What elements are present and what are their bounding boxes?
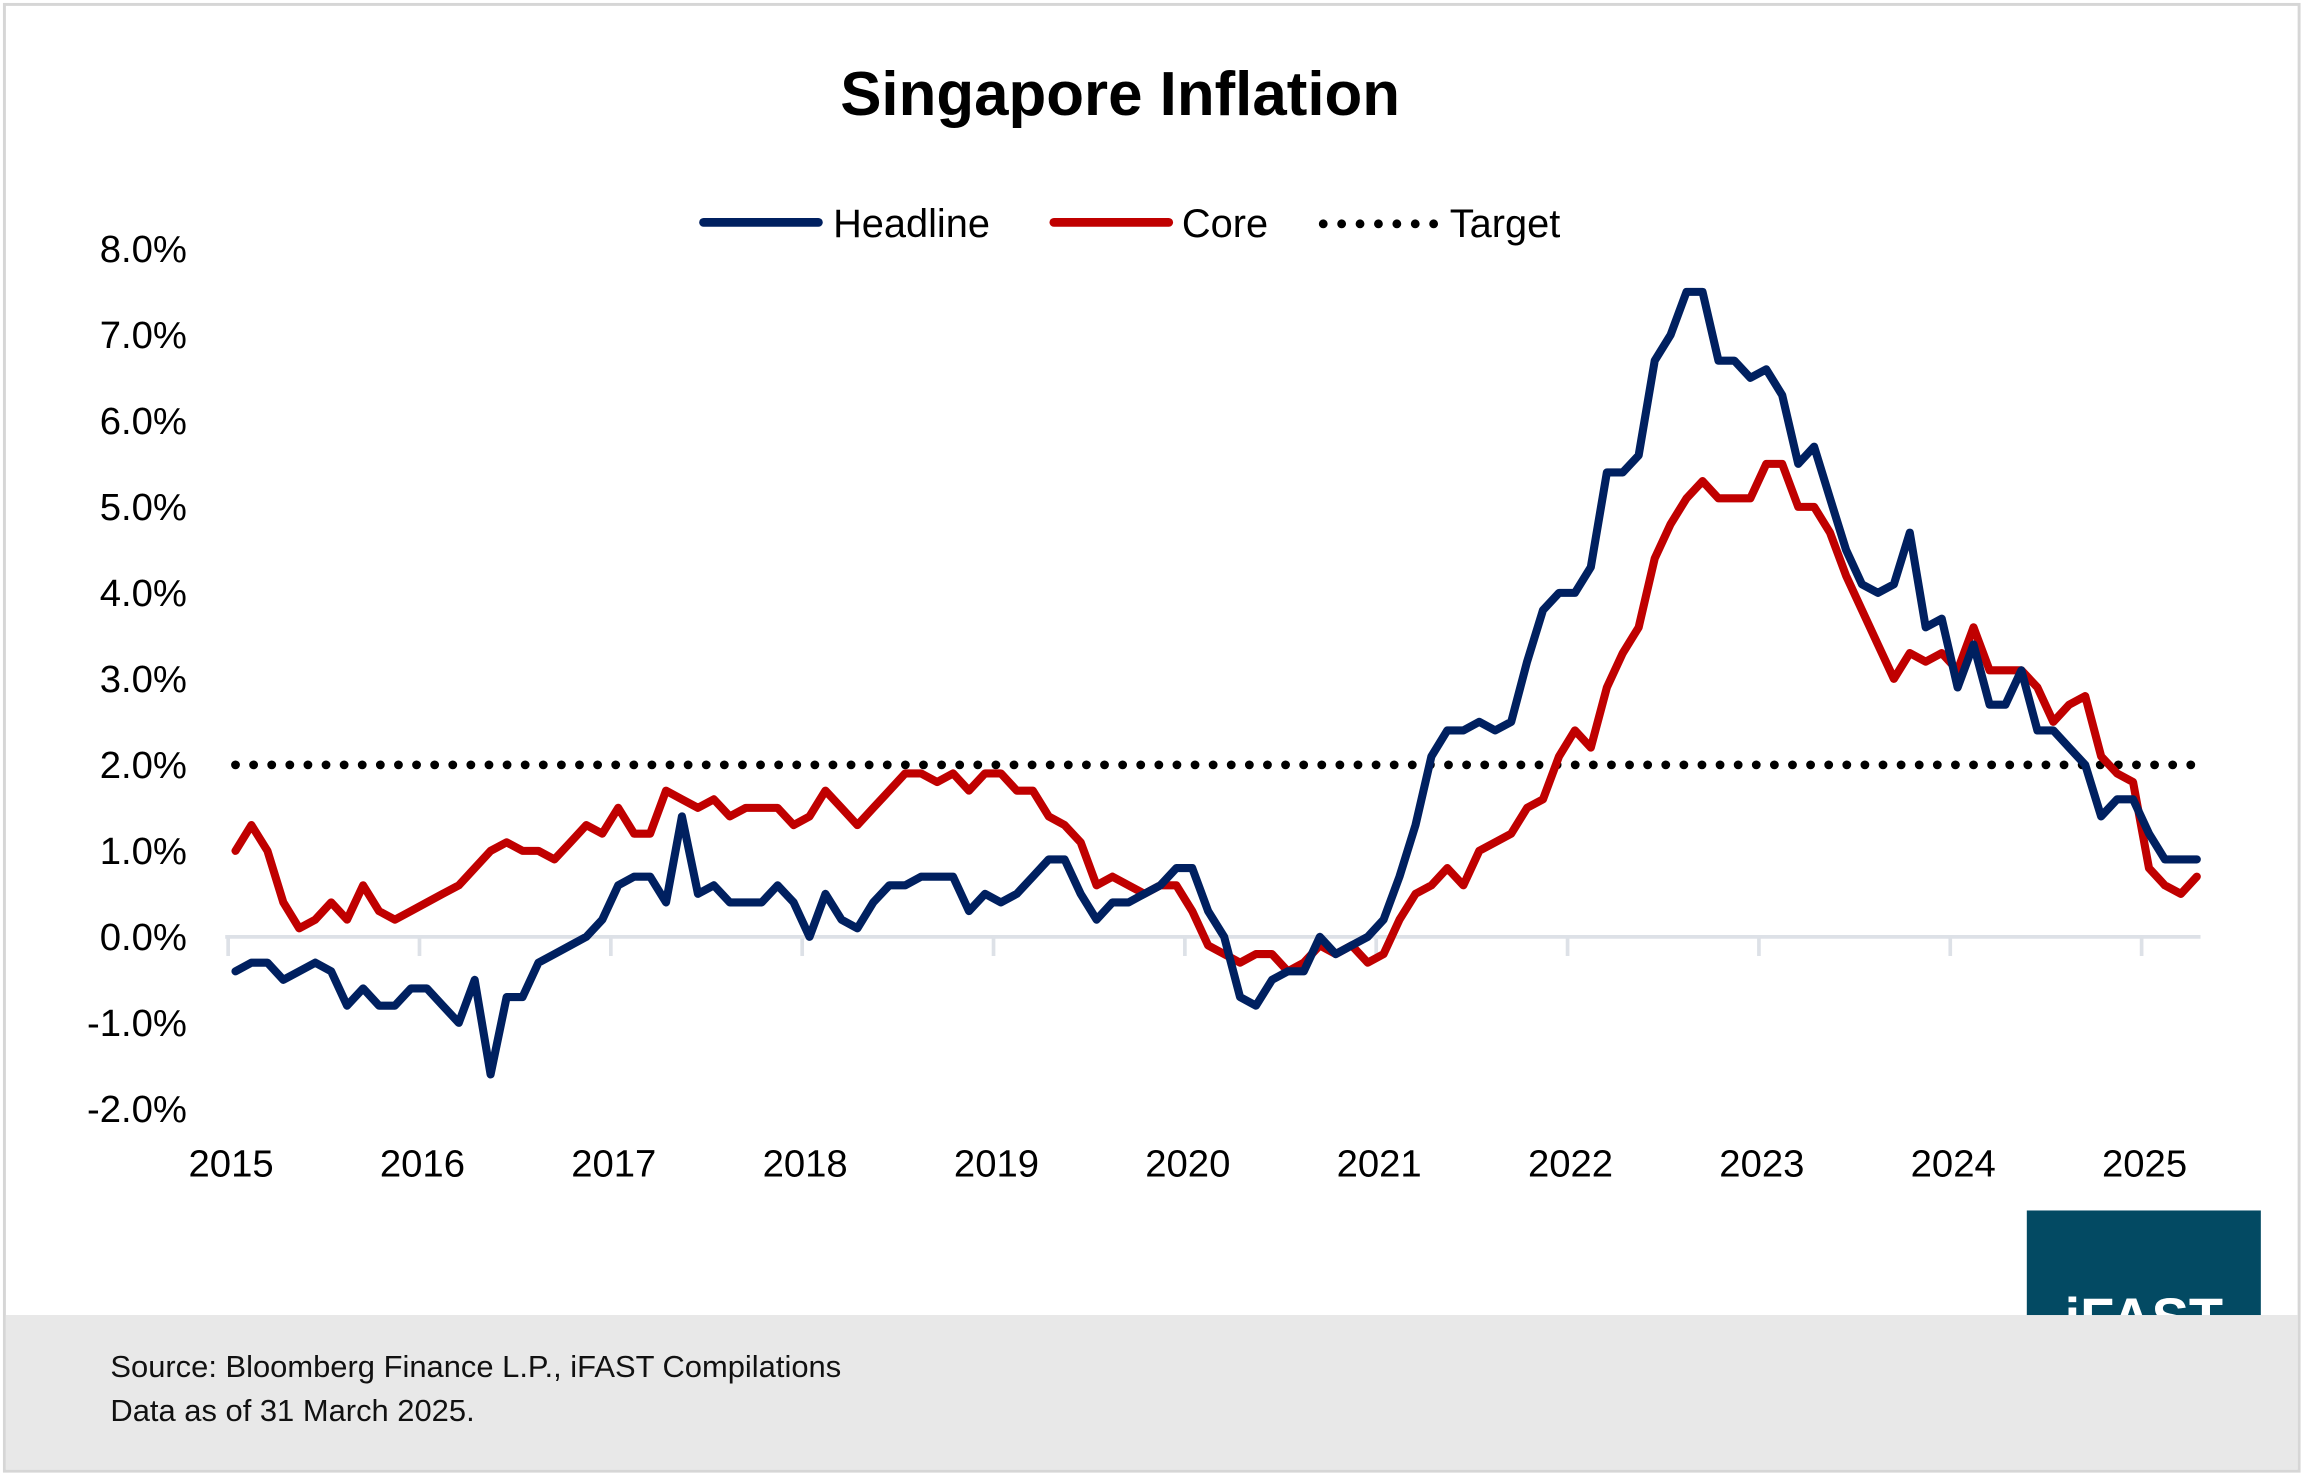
footer: Source: Bloomberg Finance L.P., iFAST Co… bbox=[5, 1315, 2298, 1470]
x-tick-label: 2016 bbox=[380, 1143, 465, 1186]
legend-label-headline: Headline bbox=[833, 202, 990, 246]
x-tick-label: 2024 bbox=[1911, 1143, 1996, 1186]
x-tick-label: 2025 bbox=[2102, 1143, 2187, 1186]
y-tick-label: 3.0% bbox=[100, 658, 187, 701]
y-tick-label: 2.0% bbox=[100, 744, 187, 787]
legend-label-core: Core bbox=[1182, 202, 1268, 246]
series-core-line bbox=[231, 459, 2201, 976]
source-note: Source: Bloomberg Finance L.P., iFAST Co… bbox=[110, 1350, 842, 1385]
x-tick-label: 2018 bbox=[763, 1143, 848, 1186]
chart-title: Singapore Inflation bbox=[840, 58, 1401, 129]
y-tick-label: 8.0% bbox=[100, 228, 187, 271]
x-tick-label: 2023 bbox=[1719, 1143, 1804, 1186]
y-tick-label: 7.0% bbox=[100, 314, 187, 357]
legend: Headline Core Target bbox=[699, 202, 1560, 246]
x-tick-label: 2021 bbox=[1337, 1143, 1422, 1186]
y-tick-label: -2.0% bbox=[87, 1088, 187, 1131]
y-tick-label: 5.0% bbox=[100, 486, 187, 529]
y-tick-label: 0.0% bbox=[100, 916, 187, 959]
data-date-note: Data as of 31 March 2025. bbox=[110, 1394, 475, 1429]
y-tick-label: 6.0% bbox=[100, 400, 187, 443]
x-tick-label: 2020 bbox=[1145, 1143, 1230, 1186]
y-tick-label: 1.0% bbox=[100, 830, 187, 873]
y-tick-label: -1.0% bbox=[87, 1002, 187, 1045]
series-headline-line bbox=[231, 287, 2201, 1079]
x-tick-label: 2022 bbox=[1528, 1143, 1613, 1186]
x-tick-label: 2017 bbox=[571, 1143, 656, 1186]
x-tick-label: 2019 bbox=[954, 1143, 1039, 1186]
x-tick-label: 2015 bbox=[189, 1143, 274, 1186]
legend-label-target: Target bbox=[1450, 202, 1560, 246]
y-tick-label: 4.0% bbox=[100, 572, 187, 615]
